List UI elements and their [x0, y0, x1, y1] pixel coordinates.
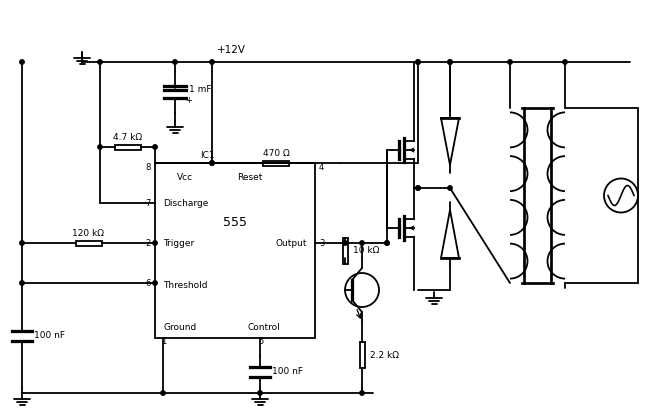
- Circle shape: [98, 145, 102, 149]
- Bar: [155, 163, 315, 338]
- Text: Ground: Ground: [163, 323, 196, 333]
- Text: 2.2 kΩ: 2.2 kΩ: [370, 351, 399, 360]
- Circle shape: [385, 241, 389, 245]
- Text: 3: 3: [319, 239, 324, 247]
- Text: 470 Ω: 470 Ω: [263, 149, 289, 158]
- Circle shape: [416, 186, 420, 190]
- Text: 100 nF: 100 nF: [272, 368, 303, 376]
- Text: 2: 2: [146, 239, 151, 247]
- Text: Reset: Reset: [237, 173, 263, 183]
- Text: +: +: [185, 96, 193, 105]
- Text: Trigger: Trigger: [163, 239, 194, 247]
- Circle shape: [153, 145, 157, 149]
- Circle shape: [508, 60, 512, 64]
- Text: 1: 1: [161, 338, 166, 346]
- Circle shape: [343, 241, 347, 245]
- Circle shape: [153, 281, 157, 285]
- Text: 6: 6: [146, 278, 151, 288]
- Circle shape: [360, 391, 364, 395]
- Text: 120 kΩ: 120 kΩ: [73, 228, 104, 237]
- Circle shape: [416, 60, 420, 64]
- Text: +12V: +12V: [217, 45, 246, 55]
- Bar: [263, 160, 289, 165]
- Circle shape: [385, 241, 389, 245]
- Text: 4: 4: [319, 163, 324, 171]
- Text: IC1: IC1: [200, 152, 214, 160]
- Bar: [114, 144, 141, 150]
- Circle shape: [447, 60, 452, 64]
- Circle shape: [210, 60, 214, 64]
- Circle shape: [20, 241, 24, 245]
- Text: 1 mF: 1 mF: [189, 85, 211, 94]
- Text: 10 kΩ: 10 kΩ: [353, 246, 380, 255]
- Circle shape: [210, 161, 214, 165]
- Circle shape: [98, 60, 102, 64]
- Circle shape: [416, 60, 420, 64]
- Text: Control: Control: [247, 323, 280, 333]
- Text: Output: Output: [275, 239, 307, 247]
- Text: Threshold: Threshold: [163, 281, 207, 291]
- Circle shape: [360, 241, 364, 245]
- Circle shape: [161, 391, 165, 395]
- Text: Vcc: Vcc: [177, 173, 193, 183]
- Bar: [360, 342, 364, 368]
- Circle shape: [416, 186, 420, 190]
- Circle shape: [210, 161, 214, 165]
- Circle shape: [563, 60, 567, 64]
- Circle shape: [447, 186, 452, 190]
- Circle shape: [20, 281, 24, 285]
- Text: 7: 7: [146, 199, 151, 207]
- Text: 8: 8: [146, 163, 151, 171]
- Text: Discharge: Discharge: [163, 199, 209, 207]
- Circle shape: [258, 391, 262, 395]
- Circle shape: [20, 60, 24, 64]
- Text: 4.7 kΩ: 4.7 kΩ: [113, 132, 142, 142]
- Text: 5: 5: [258, 338, 263, 346]
- Circle shape: [153, 241, 157, 245]
- Bar: [343, 237, 348, 263]
- Text: 555: 555: [223, 216, 247, 229]
- Text: 100 nF: 100 nF: [34, 331, 65, 340]
- Circle shape: [173, 60, 177, 64]
- Bar: [75, 241, 102, 246]
- Circle shape: [447, 60, 452, 64]
